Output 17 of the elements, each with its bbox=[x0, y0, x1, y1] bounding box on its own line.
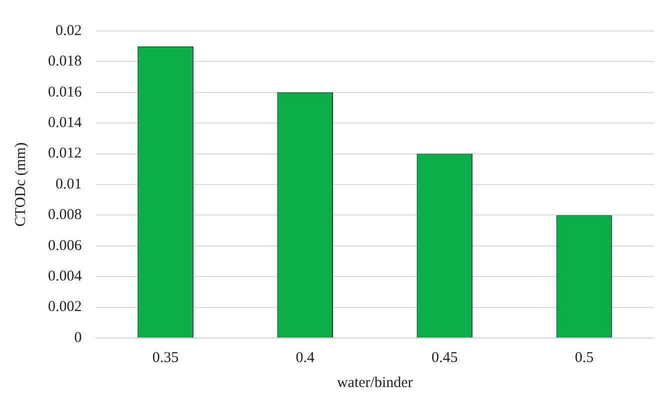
y-tick-label: 0.012 bbox=[48, 146, 82, 162]
y-tick-label: 0.016 bbox=[48, 84, 82, 100]
y-tick-label: 0.01 bbox=[56, 176, 82, 192]
x-axis-title: water/binder bbox=[336, 374, 413, 391]
x-tick-label: 0.4 bbox=[296, 350, 315, 366]
y-tick-label: 0 bbox=[74, 330, 82, 346]
x-tick-label: 0.35 bbox=[152, 350, 179, 366]
x-tick-label: 0.5 bbox=[574, 350, 594, 366]
y-tick-label: 0.008 bbox=[48, 207, 82, 224]
y-tick-label: 0.002 bbox=[48, 299, 82, 316]
y-tick-label: 0.004 bbox=[48, 268, 82, 285]
y-tick-label: 0.018 bbox=[48, 54, 82, 70]
y-tick-label: 0.014 bbox=[48, 115, 82, 132]
x-tick-label: 0.45 bbox=[432, 350, 458, 366]
y-axis-title: CTODc (mm) bbox=[12, 142, 29, 227]
y-tick-label: 0.02 bbox=[56, 22, 82, 39]
y-tick-label: 0.006 bbox=[48, 238, 82, 254]
